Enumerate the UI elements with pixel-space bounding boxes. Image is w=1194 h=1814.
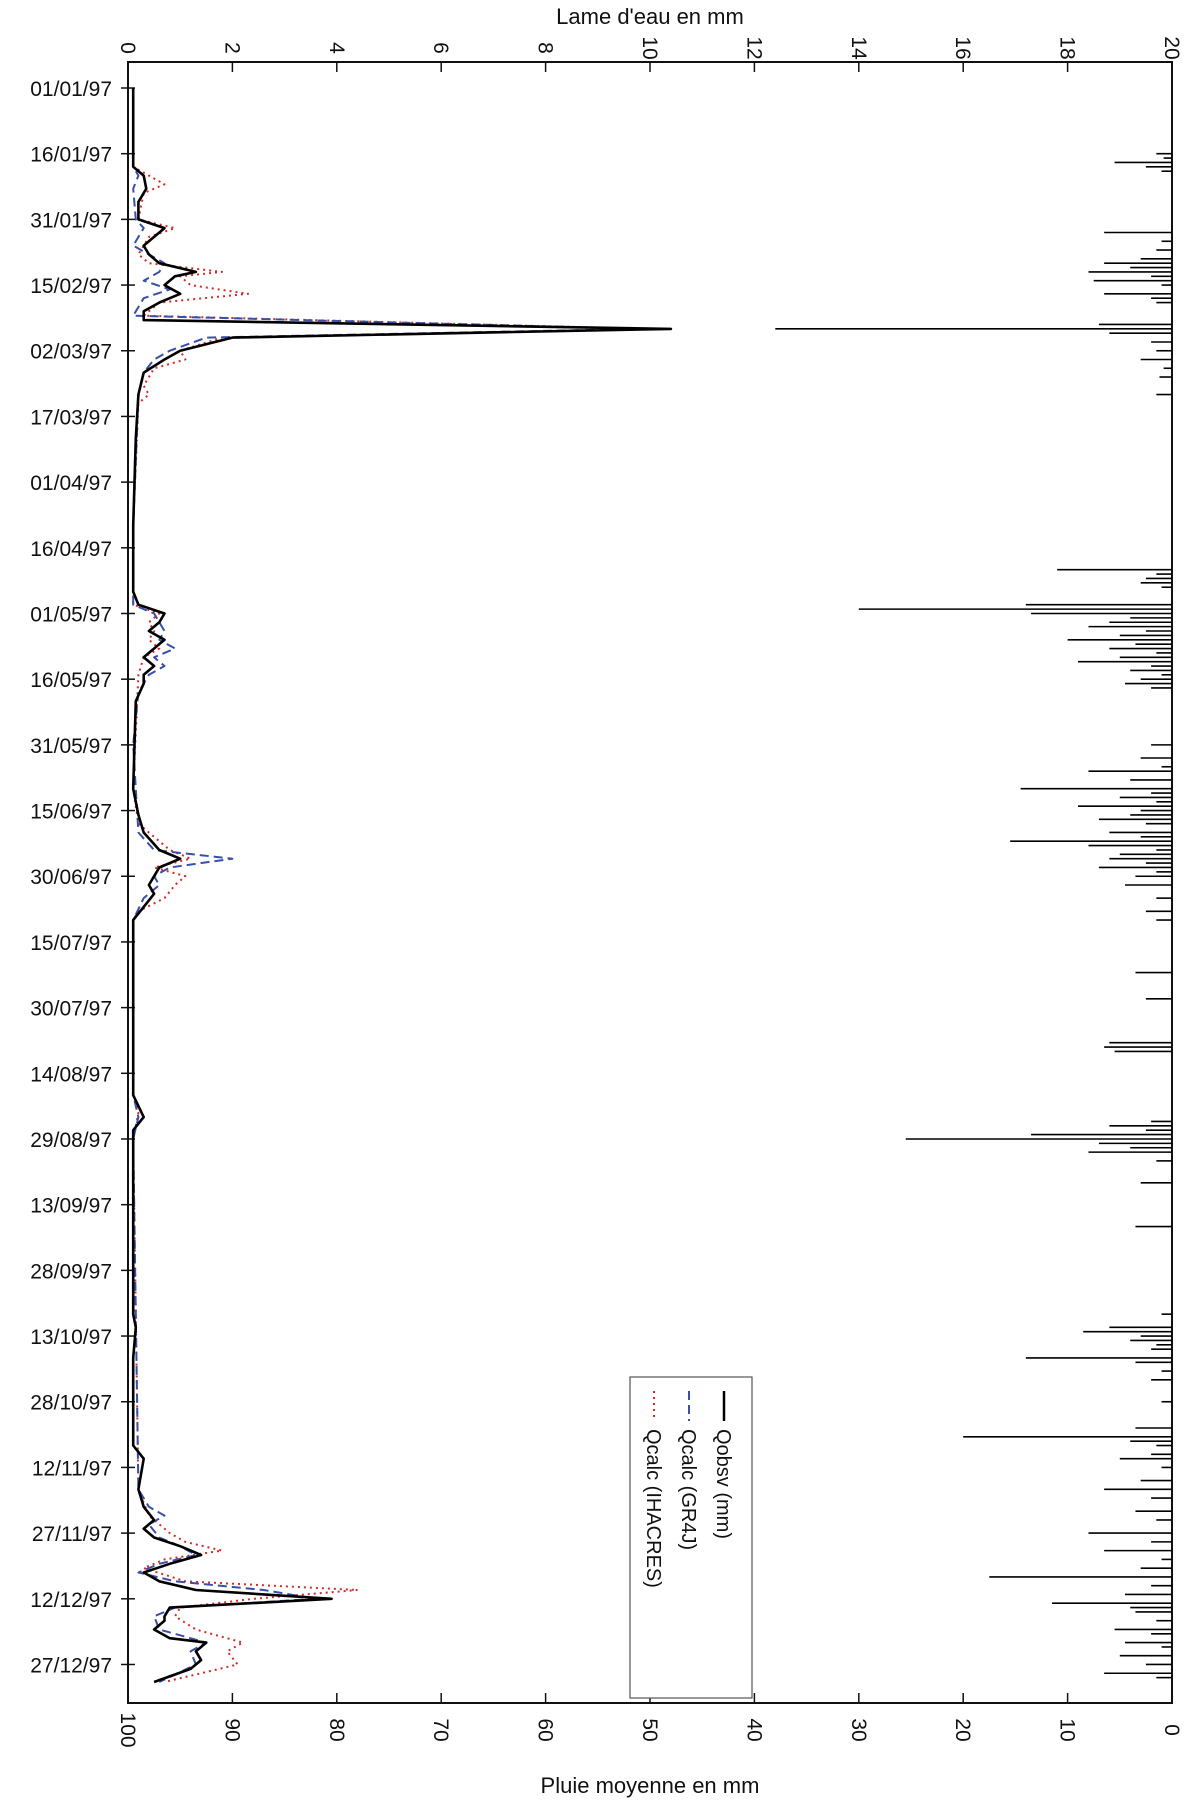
date-axis-tick-label: 16/05/97	[30, 669, 112, 692]
top-axis-title: Lame d'eau en mm	[556, 4, 744, 29]
top-axis-tick-label: 14	[847, 36, 870, 60]
bottom-axis-tick-label: 80	[325, 1718, 348, 1741]
top-axis-tick-label: 20	[1160, 36, 1183, 59]
date-axis-tick-label: 27/11/97	[32, 1523, 112, 1546]
top-axis-tick-label: 10	[638, 36, 661, 59]
bottom-axis-ticks: 100 90 80 70 60 50 40 30 20 10 0	[116, 1693, 1183, 1748]
date-axis-tick-label: 30/07/97	[30, 998, 112, 1021]
legend: Qobsv (mm) Qcalc (GR4J) Qcalc (IHACRES)	[629, 1376, 753, 1699]
top-axis-tick-label: 12	[742, 36, 765, 59]
date-axis-tick-label: 16/04/97	[30, 538, 112, 561]
date-axis-tick-label: 01/05/97	[30, 603, 112, 626]
date-axis-tick-label: 15/07/97	[30, 932, 112, 955]
bottom-axis-tick-label: 10	[1056, 1718, 1079, 1741]
bottom-axis-tick-label: 60	[534, 1718, 557, 1741]
top-axis-tick-label: 16	[951, 36, 974, 59]
legend-box	[629, 1376, 753, 1699]
date-axis-tick-label: 12/11/97	[32, 1457, 112, 1480]
top-axis-tick-label: 4	[325, 42, 348, 54]
bottom-axis-title: Pluie moyenne en mm	[541, 1773, 760, 1798]
series-line-solid	[131, 88, 673, 1684]
legend-label-qobsv: Qobsv (mm)	[712, 1429, 734, 1539]
rainfall-bars	[775, 152, 1172, 1679]
date-axis-tick-label: 31/01/97	[30, 209, 112, 232]
date-axis-tick-label: 13/09/97	[30, 1195, 112, 1218]
top-axis-tick-label: 2	[220, 42, 243, 54]
discharge-series	[131, 88, 673, 1684]
date-axis-tick-label: 29/08/97	[30, 1129, 112, 1152]
bottom-axis-tick-label: 90	[220, 1718, 243, 1741]
date-axis-tick-label: 28/10/97	[30, 1392, 112, 1415]
date-axis-tick-label: 01/01/97	[30, 78, 112, 101]
date-axis-tick-label: 30/06/97	[30, 866, 112, 889]
top-axis-tick-label: 8	[534, 42, 557, 54]
date-axis-ticks: 01/01/97 16/01/97 31/01/97 15/02/97 02/03/97…	[30, 78, 135, 1677]
top-axis-ticks: 0 2 4 6 8 10 12 14 16 18 20	[116, 36, 1183, 72]
date-axis-tick-label: 13/10/97	[30, 1326, 112, 1349]
date-axis-tick-label: 12/12/97	[30, 1589, 112, 1612]
series-line-dashed	[132, 88, 646, 1683]
top-axis-tick-label: 6	[429, 42, 452, 54]
date-axis-tick-label: 01/04/97	[30, 472, 112, 495]
bottom-axis-tick-label: 30	[847, 1718, 870, 1741]
bottom-axis-tick-label: 40	[742, 1718, 765, 1741]
date-axis-tick-label: 02/03/97	[30, 341, 112, 364]
top-axis-tick-label: 0	[116, 42, 139, 54]
legend-label-gr4j: Qcalc (GR4J)	[677, 1429, 699, 1550]
date-axis-tick-label: 16/01/97	[30, 144, 112, 167]
date-axis-tick-label: 15/02/97	[30, 275, 112, 298]
bottom-axis-tick-label: 50	[638, 1718, 661, 1741]
bottom-axis-tick-label: 100	[116, 1712, 139, 1747]
date-axis-tick-label: 14/08/97	[30, 1063, 112, 1086]
date-axis-tick-label: 31/05/97	[30, 735, 112, 758]
bottom-axis-tick-label: 20	[951, 1718, 974, 1741]
date-axis-tick-label: 17/03/97	[30, 406, 112, 429]
series-line-dotted	[132, 88, 651, 1683]
date-axis-tick-label: 15/06/97	[30, 801, 112, 824]
legend-label-ihacres: Qcalc (IHACRES)	[642, 1429, 664, 1588]
bottom-axis-tick-label: 70	[429, 1718, 452, 1741]
date-axis-tick-label: 28/09/97	[30, 1260, 112, 1283]
top-axis-tick-label: 18	[1056, 36, 1079, 59]
bottom-axis-tick-label: 0	[1160, 1724, 1183, 1736]
date-axis-tick-label: 27/12/97	[30, 1654, 112, 1677]
